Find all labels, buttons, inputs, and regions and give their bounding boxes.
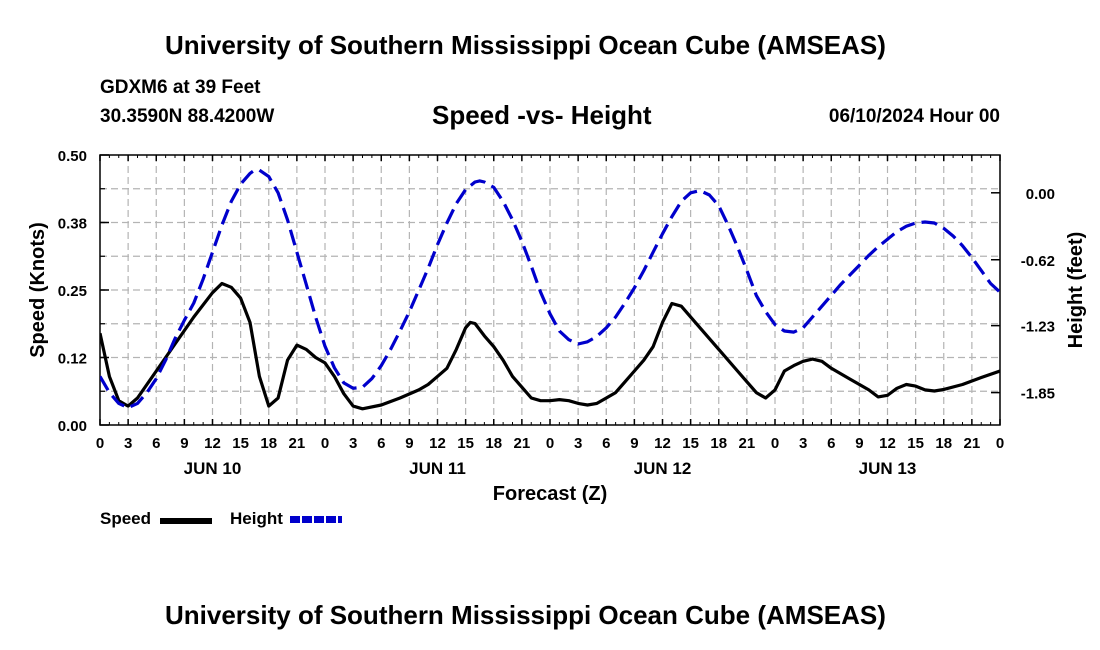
x-tick-label: 0 (996, 435, 1004, 452)
y2-axis-label: Height (feet) (1065, 232, 1087, 349)
x-tick-label: 15 (232, 435, 249, 452)
y2-tick-label: -0.62 (1021, 253, 1055, 270)
x-tick-label: 6 (377, 435, 385, 452)
x-day-label: JUN 12 (634, 459, 692, 478)
x-tick-label: 21 (964, 435, 981, 452)
x-day-label: JUN 13 (859, 459, 917, 478)
y-tick-label: 0.00 (58, 418, 87, 435)
plot-frame (99, 154, 1001, 426)
y-tick-label: 0.25 (58, 283, 87, 300)
x-tick-label: 6 (602, 435, 610, 452)
x-tick-label: 9 (180, 435, 188, 452)
x-axis-label: Forecast (Z) (493, 483, 607, 505)
x-tick-label: 12 (204, 435, 221, 452)
station-label: GDXM6 at 39 Feet (100, 77, 261, 98)
y-tick-label: 0.50 (58, 148, 87, 165)
x-tick-label: 0 (546, 435, 554, 452)
x-tick-label: 9 (405, 435, 413, 452)
y2-tick-label: 0.00 (1026, 186, 1055, 203)
x-tick-label: 3 (124, 435, 132, 452)
x-tick-label: 15 (682, 435, 699, 452)
x-tick-label: 0 (321, 435, 329, 452)
x-tick-label: 6 (152, 435, 160, 452)
x-tick-label: 12 (654, 435, 671, 452)
x-day-label: JUN 10 (184, 459, 242, 478)
y2-tick-label: -1.85 (1021, 386, 1055, 403)
x-tick-label: 3 (349, 435, 357, 452)
x-tick-label: 15 (457, 435, 474, 452)
chart-title: Speed -vs- Height (432, 100, 652, 130)
x-tick-label: 9 (630, 435, 638, 452)
legend-speed-label: Speed (100, 509, 152, 528)
datetime-label: 06/10/2024 Hour 00 (828, 106, 1000, 127)
x-tick-label: 6 (827, 435, 835, 452)
page-title: University of Southern Mississippi Ocean… (165, 30, 886, 60)
x-tick-label: 3 (574, 435, 582, 452)
x-tick-label: 12 (429, 435, 446, 452)
x-tick-label: 0 (96, 435, 104, 452)
location-label: 30.3590N 88.4200W (100, 106, 275, 127)
series-speed-line (100, 281, 1000, 411)
x-tick-label: 15 (907, 435, 924, 452)
legend-height-swatch (290, 516, 342, 523)
x-tick-label: 18 (485, 435, 502, 452)
x-tick-label: 18 (710, 435, 727, 452)
legend-speed-swatch (160, 518, 212, 524)
x-tick-label: 21 (289, 435, 306, 452)
x-tick-label: 9 (855, 435, 863, 452)
y-tick-label: 0.38 (58, 216, 87, 233)
y-tick-label: 0.12 (58, 351, 87, 368)
x-tick-label: 3 (799, 435, 807, 452)
legend-height-label: Height (230, 509, 283, 528)
x-tick-label: 21 (514, 435, 531, 452)
footer-title: University of Southern Mississippi Ocean… (165, 600, 886, 630)
x-tick-label: 18 (935, 435, 952, 452)
y2-tick-label: -1.23 (1021, 319, 1055, 336)
series-height-line (100, 168, 1000, 410)
x-day-label: JUN 11 (409, 459, 466, 478)
x-tick-label: 0 (771, 435, 779, 452)
y-axis-label: Speed (Knots) (27, 222, 49, 358)
x-tick-label: 18 (260, 435, 277, 452)
x-tick-label: 21 (739, 435, 756, 452)
x-tick-label: 12 (879, 435, 896, 452)
